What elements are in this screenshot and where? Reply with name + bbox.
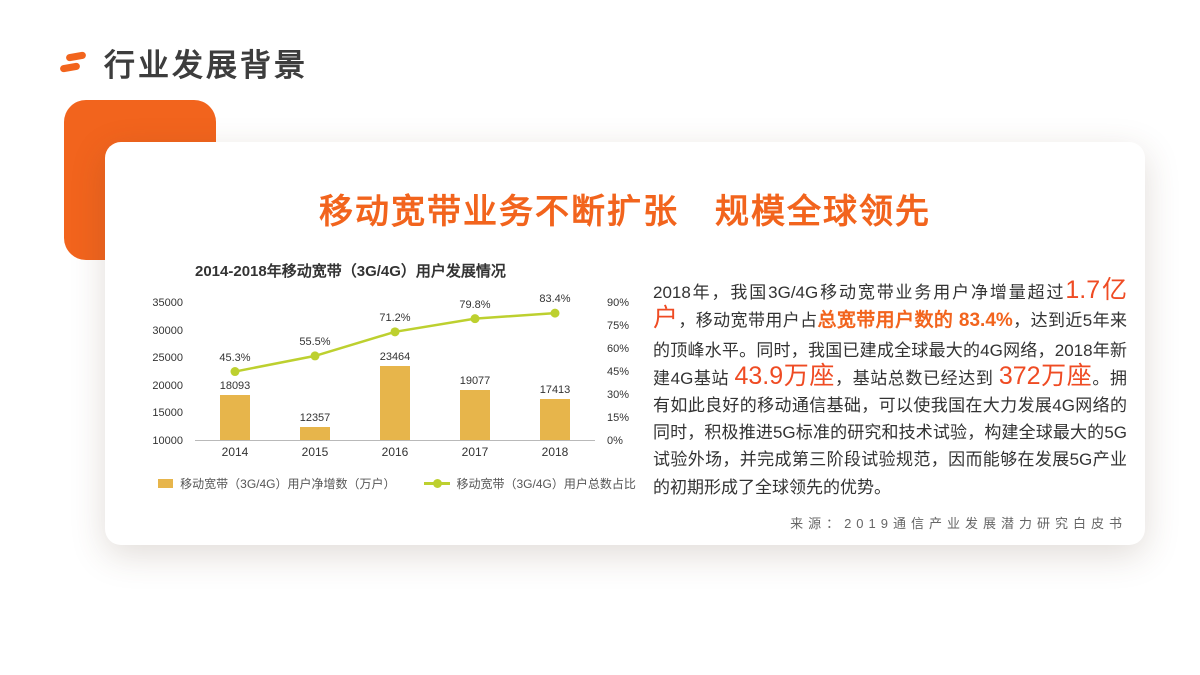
chart-legend: 移动宽带（3G/4G）用户净增数（万户） 移动宽带（3G/4G）用户总数占比 [147,475,647,492]
bar-2017 [460,389,490,440]
chart-title: 2014-2018年移动宽带（3G/4G）用户发展情况 [195,263,506,280]
left-axis-tick: 20000 [152,379,183,392]
line-value-label: 83.4% [539,293,571,306]
left-axis: 35000 30000 25000 20000 15000 10000 [147,297,189,447]
right-axis-tick: 75% [607,320,630,332]
legend-line-dot [432,479,442,488]
bar-2014 [220,395,250,440]
left-axis-tick: 10000 [152,435,183,447]
right-axis-tick: 60% [607,343,630,355]
text-segment-normal: ，达到近5年来的顶峰水平。同时，我国已建成全球最大的4G网络，2018年新建4G… [653,311,1127,388]
left-axis-tick: 15000 [152,407,183,420]
legend-bar-label: 移动宽带（3G/4G）用户净增数（万户） [180,477,396,491]
content-card: 移动宽带业务不断扩张 规模全球领先 2014-2018年移动宽带（3G/4G）用… [105,142,1145,545]
source-note: 来源：2019通信产业发展潜力研究白皮书 [790,515,1127,531]
chart: 2014-2018年移动宽带（3G/4G）用户发展情况 35000 30000 25… [147,260,647,492]
right-axis-tick: 0% [607,435,623,447]
trend-line [230,308,560,377]
left-axis-tick: 35000 [152,297,183,309]
x-axis-label: 2015 [301,445,329,459]
text-segment-normal: ，基站总数已经达到 [834,368,999,388]
line-value-label: 55.5% [299,335,331,348]
body-text-block: 2018年，我国3G/4G移动宽带业务用户净增量超过1.7亿户，移动宽带用户占总… [653,276,1128,532]
bar-2016 [380,365,410,440]
slide-header: 行业发展背景 [58,40,308,85]
line-value-label: 79.8% [459,298,491,311]
right-axis-tick: 45% [607,366,630,378]
legend-item-line: 移动宽带（3G/4G）用户总数占比 [423,475,636,492]
bar-value-label: 17413 [539,384,571,397]
line-marker [310,351,320,361]
legend-line-label: 移动宽带（3G/4G）用户总数占比 [456,477,636,491]
left-axis-tick: 25000 [152,352,183,365]
line-marker [230,367,240,377]
brand-icon [58,49,88,77]
x-axis-label: 2016 [381,445,409,459]
x-axis-label: 2017 [461,445,489,459]
text-segment-normal: ，移动宽带用户占 [678,311,818,331]
text-segment-normal: 。拥有如此良好的移动通信基础，可以使我国在大力发展4G网络的同时，积极推进5G标… [653,368,1128,497]
bar-value-label: 23464 [379,350,411,363]
line-marker [390,327,400,337]
plot: 18093 2014 12357 2015 23464 2016 19077 2017 1741… [195,293,595,459]
line-value-label: 71.2% [379,311,411,324]
body-paragraph: 2018年，我国3G/4G移动宽带业务用户净增量超过1.7亿户，移动宽带用户占总… [653,276,1128,501]
line-marker [550,308,560,318]
legend-line-swatch [423,479,450,488]
bar-2018 [540,399,570,440]
left-axis-tick: 30000 [152,324,183,337]
text-segment-normal: 2018年，我国3G/4G移动宽带业务用户净增量超过 [653,283,1066,302]
right-axis-tick: 15% [607,412,630,424]
chart-plot-area: 35000 30000 25000 20000 15000 10000 18093 2014… [147,291,647,463]
line-marker [470,314,480,324]
x-axis-label: 2018 [541,445,569,459]
right-axis-tick: 30% [607,389,630,401]
bar-value-label: 19077 [459,374,491,387]
x-axis-label: 2014 [221,445,249,459]
card-title: 移动宽带业务不断扩张 规模全球领先 [319,193,931,231]
legend-bar-swatch [158,479,174,488]
bar-value-label: 18093 [219,380,251,393]
bar-value-label: 12357 [299,412,331,424]
text-segment-big: 1.7亿户 [653,276,1127,333]
bar-2015 [300,427,330,440]
legend-item-bar: 移动宽带（3G/4G）用户净增数（万户） [158,475,396,492]
right-axis-tick: 90% [607,297,630,309]
text-segment-big: 372万座 [998,361,1093,390]
line-value-label: 45.3% [219,351,251,364]
text-segment-big: 43.9万座 [734,361,835,390]
text-segment-orange: 总宽带用户数的 83.4% [817,310,1013,332]
right-axis: 90% 75% 60% 45% 30% 15% 0% [601,297,641,447]
page-title: 行业发展背景 [104,48,308,83]
